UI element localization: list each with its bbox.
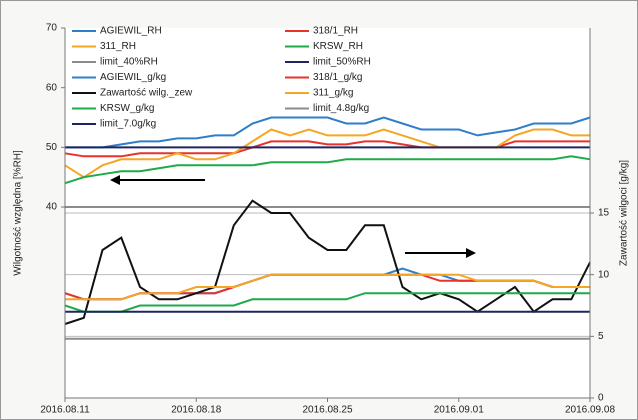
y-tick-label: 60 [46, 82, 58, 93]
y2-tick-label: 15 [598, 208, 610, 219]
legend-label: KRSW_g/kg [100, 103, 154, 114]
legend-label: AGIEWIL_g/kg [100, 72, 166, 83]
arrow-right [405, 248, 476, 258]
y-tick-label: 50 [46, 142, 58, 153]
y-axis-label: Wilgotność względna [%RH] [13, 150, 24, 276]
series-line [64, 128, 590, 179]
series-line [65, 273, 590, 301]
x-tick-label: 2016.08.25 [302, 405, 352, 416]
legend-label: limit_4.8g/kg [313, 103, 369, 114]
legend-label: 318/1_g/kg [313, 72, 363, 83]
y2-tick-label: 5 [598, 331, 604, 342]
x-tick-label: 2016.08.18 [171, 405, 221, 416]
legend-label: 311_g/kg [313, 88, 353, 99]
legend-label: limit_40%RH [100, 57, 158, 68]
arrow-left [110, 175, 205, 185]
legend-label: limit_50%RH [313, 57, 371, 68]
legend-label: limit_7.0g/kg [100, 119, 156, 130]
y2-tick-label: 0 [598, 393, 604, 404]
legend-label: AGIEWIL_RH [100, 26, 162, 37]
x-tick-label: 2016.09.01 [434, 405, 484, 416]
series-line [64, 199, 591, 325]
legend-label: 311_RH [100, 41, 136, 52]
y-tick-label: 70 [46, 23, 58, 34]
y-tick-label: 40 [46, 202, 58, 213]
legend-label: 318/1_RH [313, 26, 358, 37]
legend-label: KRSW_RH [313, 41, 363, 52]
series-line [64, 140, 590, 158]
series-line [64, 155, 591, 185]
series-line [65, 116, 591, 149]
x-tick-label: 2016.09.08 [565, 405, 615, 416]
x-tick-label: 2016.08.11 [40, 405, 90, 416]
legend-label: Zawartość wilg._zew [100, 88, 193, 99]
series-line [64, 292, 590, 313]
y2-axis-label: Zawartość wilgoci [g/kg] [619, 160, 630, 266]
y2-tick-label: 10 [598, 269, 610, 280]
